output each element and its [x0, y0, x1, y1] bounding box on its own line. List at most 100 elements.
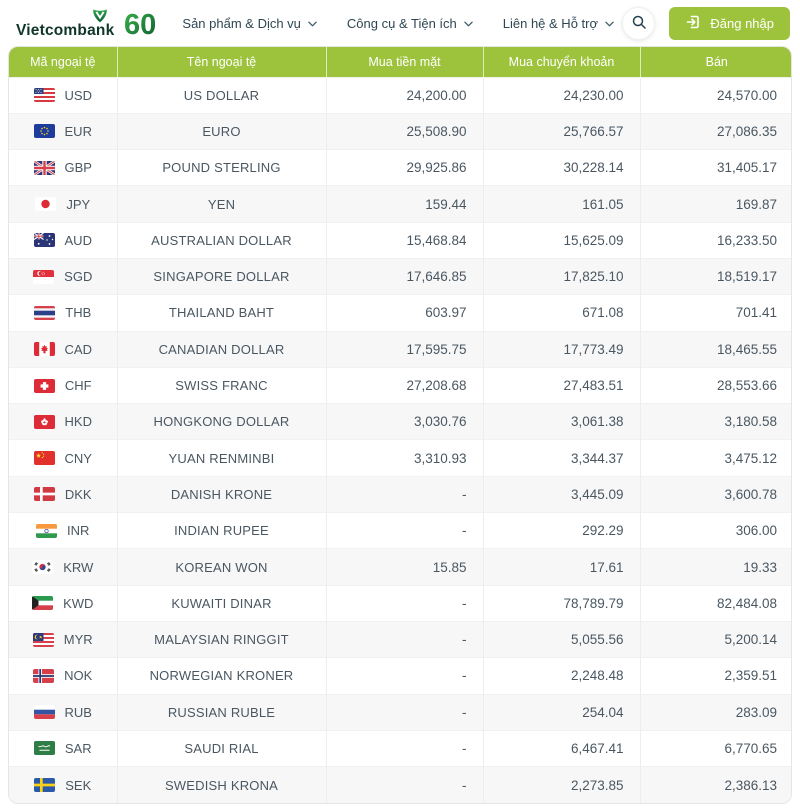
sell-rate: 3,475.12	[640, 439, 791, 477]
flag-kr-icon	[32, 560, 54, 574]
sell-rate: 19.33	[640, 548, 791, 586]
search-icon	[631, 14, 647, 33]
buy-cash-rate: 17,646.85	[326, 257, 484, 295]
table-row: JPY YEN 159.44 161.05 169.87	[9, 185, 791, 223]
sell-rate: 701.41	[640, 294, 791, 332]
table-row: MYR MALAYSIAN RINGGIT - 5,055.56 5,200.1…	[9, 620, 791, 658]
buy-transfer-rate: 3,344.37	[483, 439, 641, 477]
main-menu: Sản phẩm & Dịch vụ Công cụ & Tiện ích Li…	[182, 16, 614, 31]
table-row: HKD HONGKONG DOLLAR 3,030.76 3,061.38 3,…	[9, 403, 791, 440]
nav-label: Sản phẩm & Dịch vụ	[182, 15, 301, 31]
currency-code: SAR	[64, 740, 92, 756]
buy-transfer-rate: 3,061.38	[483, 403, 641, 440]
column-header-sell: Bán	[640, 47, 791, 77]
flag-jp-icon	[35, 197, 57, 212]
currency-code: USD	[64, 87, 92, 103]
table-row: KRW KOREAN WON 15.85 17.61 19.33	[9, 548, 791, 586]
sell-rate: 306.00	[640, 512, 791, 549]
buy-transfer-rate: 78,789.79	[483, 584, 641, 622]
anniversary-60-icon: 60	[124, 7, 160, 44]
buy-cash-rate: 17,595.75	[326, 330, 484, 368]
flag-sa-icon	[33, 741, 55, 756]
sell-rate: 6,770.65	[640, 729, 791, 767]
buy-transfer-rate: 17,825.10	[483, 257, 641, 295]
currency-name: SINGAPORE DOLLAR	[117, 257, 327, 295]
table-row: CHF SWISS FRANC 27,208.68 27,483.51 28,5…	[9, 366, 791, 404]
buy-transfer-rate: 161.05	[483, 185, 641, 223]
currency-code: GBP	[64, 160, 92, 176]
currency-name: INDIAN RUPEE	[117, 512, 327, 549]
buy-cash-rate: 3,310.93	[326, 439, 484, 477]
buy-cash-rate: -	[326, 475, 484, 513]
buy-cash-rate: -	[326, 584, 484, 622]
sell-rate: 5,200.14	[640, 620, 791, 658]
currency-code: KWD	[63, 595, 94, 611]
currency-name: AUSTRALIAN DOLLAR	[117, 221, 327, 259]
currency-code: NOK	[64, 668, 93, 684]
currency-name: YUAN RENMINBI	[117, 439, 327, 477]
currency-code: CNY	[64, 450, 92, 466]
table-row: CNY YUAN RENMINBI 3,310.93 3,344.37 3,47…	[9, 439, 791, 477]
table-row: SEK SWEDISH KRONA - 2,273.85 2,386.13	[9, 766, 791, 803]
currency-code: JPY	[66, 196, 91, 212]
currency-name: NORWEGIAN KRONER	[117, 657, 327, 695]
flag-my-icon	[32, 632, 54, 647]
sell-rate: 31,405.17	[640, 149, 791, 186]
currency-code: SGD	[64, 269, 93, 285]
table-row: SAR SAUDI RIAL - 6,467.41 6,770.65	[9, 729, 791, 767]
buy-cash-rate: -	[326, 729, 484, 767]
sell-rate: 3,600.78	[640, 475, 791, 513]
buy-cash-rate: 24,200.00	[326, 76, 484, 114]
login-icon	[685, 14, 701, 33]
nav-label: Liên hệ & Hỗ trợ	[502, 15, 599, 31]
currency-name: US DOLLAR	[117, 76, 327, 114]
nav-item-products-services[interactable]: Sản phẩm & Dịch vụ	[182, 16, 317, 31]
currency-code: INR	[67, 523, 90, 539]
login-button[interactable]: Đăng nhập	[669, 6, 790, 40]
buy-cash-rate: -	[326, 512, 484, 549]
flag-no-icon	[33, 668, 55, 683]
sell-rate: 169.87	[640, 185, 791, 223]
chevron-down-icon	[605, 21, 614, 27]
flag-cn-icon	[33, 451, 55, 466]
column-header-currency-code: Mã ngoại tệ	[9, 47, 118, 77]
currency-name: EURO	[117, 112, 327, 150]
currency-code: CHF	[64, 378, 92, 394]
flag-se-icon	[34, 778, 56, 793]
currency-name: SWEDISH KRONA	[117, 766, 327, 803]
login-label: Đăng nhập	[710, 15, 774, 31]
vietcombank-logo[interactable]: Vietcombank 60	[16, 7, 160, 41]
currency-name: SWISS FRANC	[117, 366, 327, 404]
buy-cash-rate: 29,925.86	[326, 149, 484, 186]
buy-cash-rate: 15.85	[326, 548, 484, 586]
currency-name: KUWAITI DINAR	[117, 584, 327, 622]
currency-name: KOREAN WON	[117, 548, 327, 586]
sell-rate: 2,386.13	[640, 766, 791, 803]
chevron-down-icon	[308, 21, 317, 27]
table-row: AUD AUSTRALIAN DOLLAR 15,468.84 15,625.0…	[9, 221, 791, 259]
currency-name: MALAYSIAN RINGGIT	[117, 620, 327, 658]
currency-name: POUND STERLING	[117, 149, 327, 186]
buy-cash-rate: 27,208.68	[326, 366, 484, 404]
sell-rate: 3,180.58	[640, 403, 791, 440]
sell-rate: 18,465.55	[640, 330, 791, 368]
column-header-buy-transfer: Mua chuyển khoản	[483, 47, 641, 77]
flag-hk-icon	[33, 414, 55, 429]
flag-in-icon	[36, 523, 58, 538]
vietcombank-shield-icon	[92, 8, 108, 28]
chevron-down-icon	[464, 21, 473, 27]
buy-transfer-rate: 2,248.48	[483, 657, 641, 695]
sell-rate: 27,086.35	[640, 112, 791, 150]
nav-item-tools-utilities[interactable]: Công cụ & Tiện ích	[347, 16, 473, 31]
buy-transfer-rate: 17.61	[483, 548, 641, 586]
buy-transfer-rate: 3,445.09	[483, 475, 641, 513]
buy-transfer-rate: 671.08	[483, 294, 641, 332]
flag-us-icon	[33, 88, 55, 103]
currency-name: DANISH KRONE	[117, 475, 327, 513]
buy-transfer-rate: 25,766.57	[483, 112, 641, 150]
buy-transfer-rate: 17,773.49	[483, 330, 641, 368]
buy-transfer-rate: 15,625.09	[483, 221, 641, 259]
search-button[interactable]	[622, 6, 656, 40]
nav-item-contact-support[interactable]: Liên hệ & Hỗ trợ	[503, 16, 614, 31]
buy-transfer-rate: 27,483.51	[483, 366, 641, 404]
